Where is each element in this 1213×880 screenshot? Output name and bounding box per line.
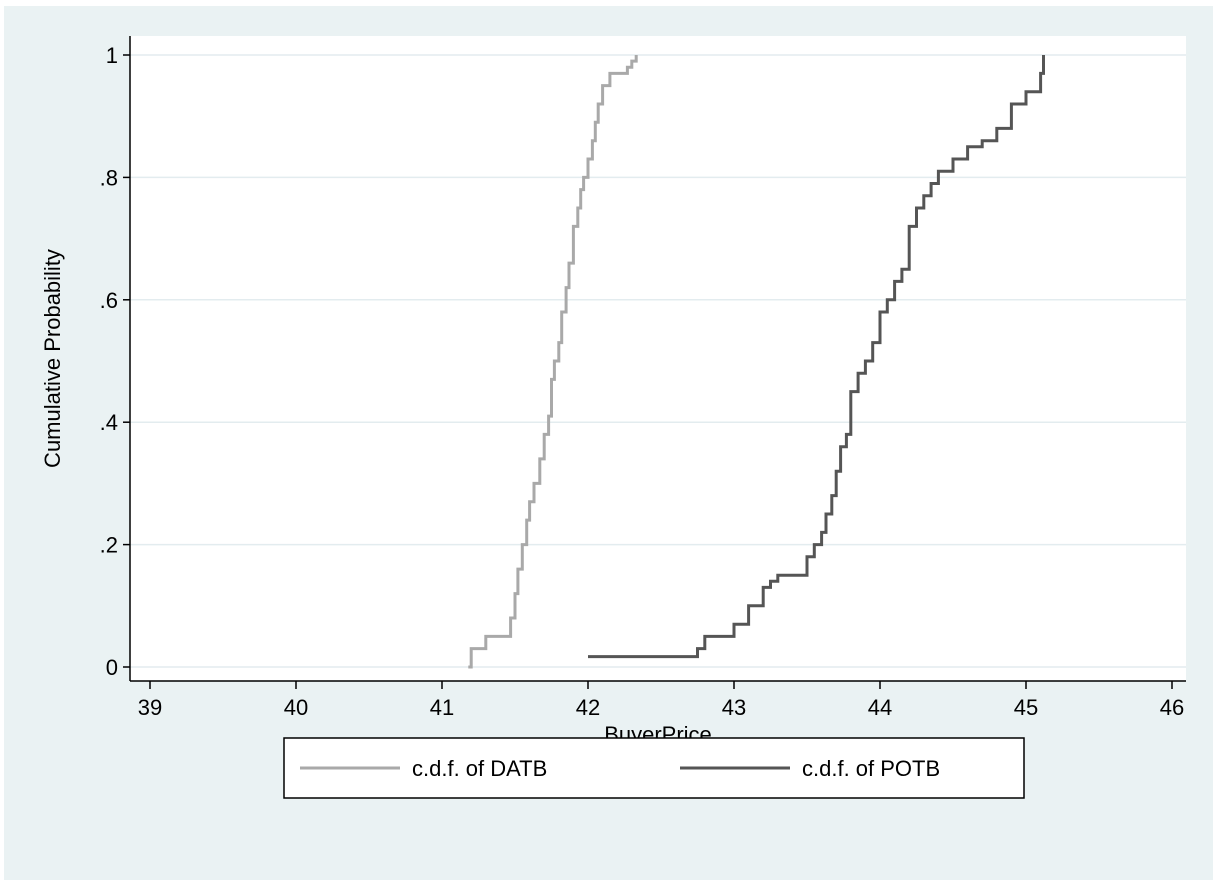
x-tick-label: 39	[138, 695, 162, 720]
y-tick-label: .6	[100, 288, 118, 313]
x-tick-label: 46	[1160, 695, 1184, 720]
y-tick-label: 0	[106, 655, 118, 680]
x-tick-label: 40	[284, 695, 308, 720]
x-tick-label: 44	[868, 695, 892, 720]
x-tick-label: 42	[576, 695, 600, 720]
y-tick-label: .8	[100, 165, 118, 190]
legend-label-potb: c.d.f. of POTB	[802, 756, 940, 781]
series-line-potb	[588, 55, 1045, 659]
x-tick-label: 45	[1014, 695, 1038, 720]
x-tick-label: 43	[722, 695, 746, 720]
legend-box	[283, 737, 1025, 799]
legend-label-datb: c.d.f. of DATB	[412, 756, 547, 781]
y-tick-label: .4	[100, 410, 118, 435]
graph-region: 0.2.4.6.8 1 39 40 41 42 43 44 45 46 BuyerPrice Cumu…	[4, 6, 1213, 880]
y-axis-title: Cumulative Probability	[40, 249, 65, 468]
series-line-datb	[468, 55, 638, 669]
y-tick-label: 1	[106, 43, 118, 68]
x-tick-label: 41	[430, 695, 454, 720]
y-tick-label: .2	[100, 533, 118, 558]
plot-area	[130, 36, 1186, 681]
